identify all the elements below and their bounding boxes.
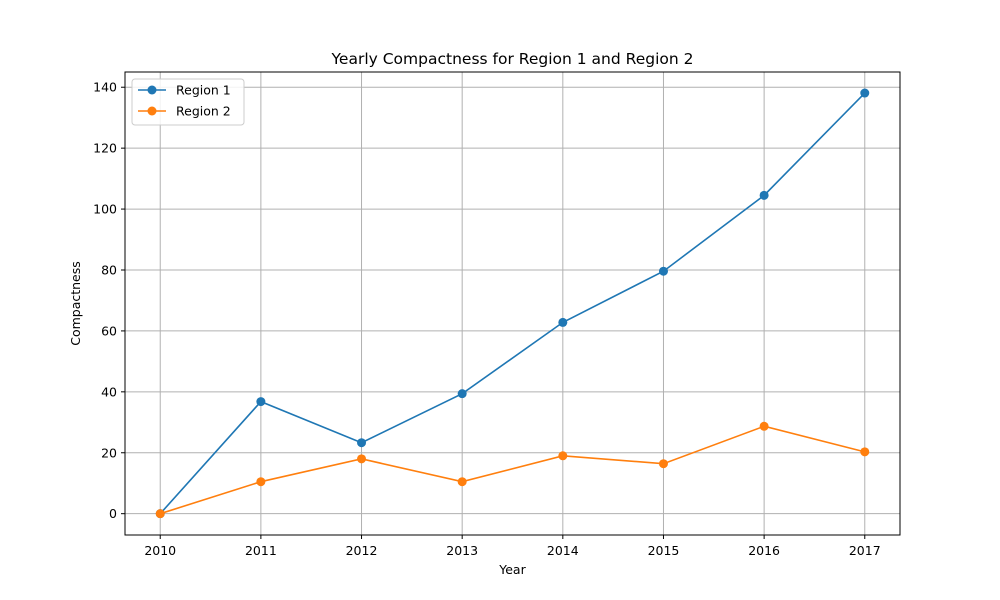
x-tick-label: 2014 <box>547 543 579 558</box>
x-tick-label: 2016 <box>748 543 780 558</box>
y-tick-label: 0 <box>109 506 117 521</box>
y-tick-label: 20 <box>101 445 117 460</box>
data-point-region-2 <box>860 447 870 457</box>
legend-label-region-2: Region 2 <box>176 104 231 119</box>
grid <box>125 72 900 535</box>
plot-frame <box>124 71 901 536</box>
x-tick-label: 2010 <box>144 543 176 558</box>
y-tick-label: 100 <box>93 202 117 217</box>
x-tick-label: 2015 <box>648 543 680 558</box>
data-point-region-1 <box>759 190 769 200</box>
x-tick-label: 2011 <box>245 543 277 558</box>
y-tick-label: 60 <box>101 323 117 338</box>
axes: 2010 2011 2012 2013 2014 2015 2016 2017 0 20 40 60 8… <box>93 80 881 558</box>
data-point-region-2 <box>155 509 165 519</box>
y-tick-label: 140 <box>93 80 117 95</box>
y-tick-label: 120 <box>93 141 117 156</box>
data-point-region-2 <box>256 477 266 487</box>
data-point-region-1 <box>256 397 266 407</box>
data-point-region-2 <box>759 421 769 431</box>
y-axis-label: Compactness <box>68 261 83 346</box>
chart-title: Yearly Compactness for Region 1 and Regi… <box>331 50 694 68</box>
data-point-region-2 <box>558 451 568 461</box>
series-layer <box>155 88 870 519</box>
series-line-region-1 <box>159 92 866 515</box>
series-line-region-2 <box>159 425 865 515</box>
legend-label-region-1: Region 1 <box>176 83 231 98</box>
x-tick-label: 2013 <box>446 543 478 558</box>
data-point-region-1 <box>658 266 668 276</box>
x-tick-label: 2012 <box>346 543 378 558</box>
y-tick-label: 40 <box>101 384 117 399</box>
data-point-region-2 <box>357 454 367 464</box>
data-point-region-2 <box>658 459 668 469</box>
legend: Region 1 Region 2 <box>131 78 245 126</box>
data-point-region-2 <box>457 477 467 487</box>
legend-marker-region-2 <box>147 106 157 116</box>
x-tick-label: 2017 <box>849 543 881 558</box>
data-point-region-1 <box>457 389 467 399</box>
legend-marker-region-1 <box>147 85 157 95</box>
data-point-region-1 <box>860 88 870 98</box>
y-tick-label: 80 <box>101 262 117 277</box>
data-point-region-1 <box>357 438 367 448</box>
x-axis-label: Year <box>498 562 526 577</box>
data-point-region-1 <box>558 317 568 327</box>
